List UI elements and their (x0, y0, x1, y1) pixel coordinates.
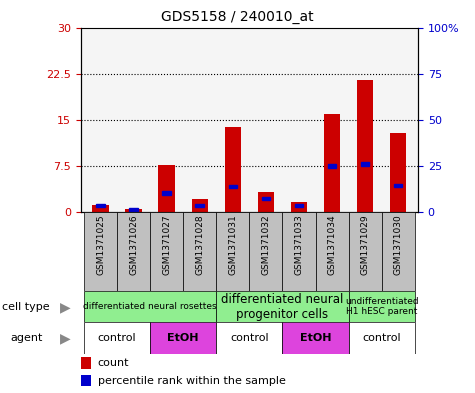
Bar (324, 114, 340, 212)
Bar (228, 185, 237, 188)
Text: agent: agent (10, 333, 43, 343)
Bar (349, 322, 415, 354)
Text: count: count (98, 358, 129, 368)
Bar (84, 212, 117, 291)
Bar (129, 208, 138, 211)
Text: percentile rank within the sample: percentile rank within the sample (98, 376, 285, 386)
Text: GSM1371028: GSM1371028 (195, 215, 204, 275)
Bar (196, 204, 204, 208)
Text: GSM1371027: GSM1371027 (162, 215, 171, 275)
Text: ▶: ▶ (60, 331, 70, 345)
Text: undifferentiated
H1 hESC parent: undifferentiated H1 hESC parent (345, 297, 418, 316)
Text: GSM1371034: GSM1371034 (328, 215, 336, 275)
Bar (150, 322, 216, 354)
Text: EtOH: EtOH (168, 333, 199, 343)
Text: GSM1371032: GSM1371032 (261, 215, 270, 275)
Text: control: control (230, 333, 269, 343)
Text: GSM1371030: GSM1371030 (394, 215, 403, 275)
Bar (117, 212, 150, 291)
Bar (291, 202, 307, 212)
Bar (96, 204, 105, 208)
Bar (357, 80, 373, 212)
Bar (216, 322, 283, 354)
Bar (81, 375, 91, 386)
Text: EtOH: EtOH (300, 333, 331, 343)
Text: GDS5158 / 240010_at: GDS5158 / 240010_at (161, 10, 314, 24)
Bar (191, 199, 208, 212)
Bar (84, 291, 216, 322)
Bar (81, 357, 91, 369)
Bar (249, 212, 283, 291)
Text: cell type: cell type (2, 302, 50, 312)
Text: GSM1371031: GSM1371031 (228, 215, 238, 275)
Text: ▶: ▶ (60, 300, 70, 314)
Bar (283, 212, 315, 291)
Text: control: control (362, 333, 401, 343)
Bar (349, 291, 415, 322)
Bar (257, 192, 274, 212)
Bar (390, 133, 407, 212)
Bar (92, 206, 109, 212)
Text: control: control (98, 333, 136, 343)
Text: GSM1371033: GSM1371033 (294, 215, 304, 275)
Bar (262, 196, 270, 200)
Bar (162, 191, 171, 195)
Bar (225, 127, 241, 212)
Bar (150, 212, 183, 291)
Text: GSM1371029: GSM1371029 (361, 215, 370, 275)
Bar (283, 322, 349, 354)
Bar (216, 291, 349, 322)
Text: differentiated neural
progenitor cells: differentiated neural progenitor cells (221, 292, 343, 321)
Bar (183, 212, 216, 291)
Bar (315, 212, 349, 291)
Bar (84, 322, 150, 354)
Text: differentiated neural rosettes: differentiated neural rosettes (84, 302, 217, 311)
Bar (328, 164, 336, 168)
Bar (361, 162, 370, 166)
Text: GSM1371026: GSM1371026 (129, 215, 138, 275)
Bar (125, 209, 142, 212)
Bar (349, 212, 381, 291)
Text: GSM1371025: GSM1371025 (96, 215, 105, 275)
Bar (394, 184, 402, 187)
Bar (159, 165, 175, 212)
Bar (216, 212, 249, 291)
Bar (381, 212, 415, 291)
Bar (294, 204, 303, 208)
